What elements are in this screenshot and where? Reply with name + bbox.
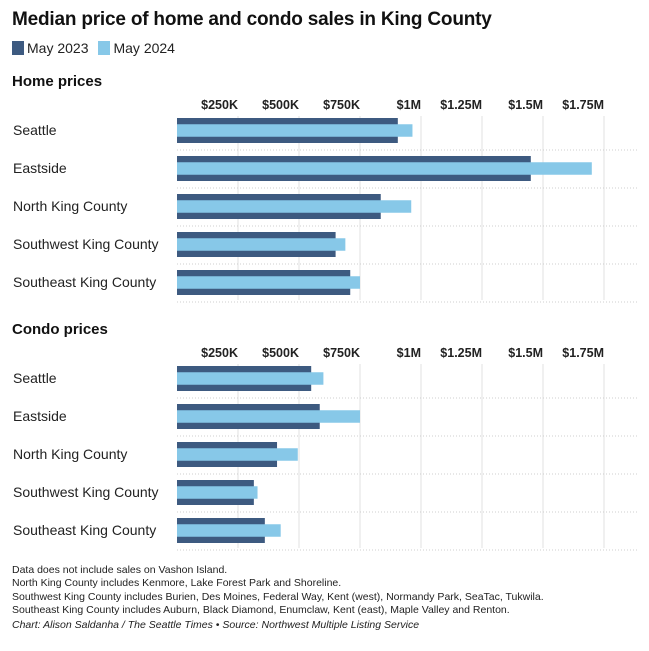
- bar-2024-southwest-king-county: [177, 486, 258, 499]
- tick-label--250k: $250K: [201, 346, 238, 360]
- legend-swatch-2023: [12, 41, 24, 55]
- home-prices-title: Home prices: [12, 73, 103, 90]
- tick-label--750k: $750K: [323, 98, 360, 112]
- tick-label--500k: $500K: [262, 98, 299, 112]
- category-label-southeast-king-county: Southeast King County: [13, 274, 156, 290]
- bar-2024-north-king-county: [177, 200, 412, 213]
- footnote-north: North King County includes Kenmore, Lake…: [12, 577, 342, 590]
- category-label-north-king-county: North King County: [13, 446, 127, 462]
- tick-label--1-75m: $1.75M: [562, 346, 604, 360]
- bar-2024-eastside: [177, 410, 360, 423]
- tick-label--250k: $250K: [201, 98, 238, 112]
- legend: May 2023 May 2024: [12, 40, 185, 56]
- bar-2024-eastside: [177, 162, 592, 175]
- bar-2024-north-king-county: [177, 448, 298, 461]
- legend-swatch-2024: [98, 41, 111, 55]
- chart-credit: Chart: Alison Saldanha / The Seattle Tim…: [12, 618, 420, 631]
- tick-label--1-25m: $1.25M: [440, 346, 482, 360]
- legend-label-2023: May 2023: [27, 40, 89, 56]
- legend-label-2024: May 2024: [113, 40, 175, 56]
- category-label-seattle: Seattle: [13, 122, 57, 138]
- tick-label--1m: $1M: [397, 346, 421, 360]
- tick-label--1m: $1M: [397, 98, 421, 112]
- bar-2024-seattle: [177, 372, 324, 385]
- category-label-southwest-king-county: Southwest King County: [13, 236, 159, 252]
- category-label-southwest-king-county: Southwest King County: [13, 484, 159, 500]
- footnote-southwest: Southwest King County includes Burien, D…: [12, 590, 544, 603]
- home-prices-chart: $250K $500K $750K $1M $1.25M $1.5M $1.75M Seatt…: [13, 98, 638, 303]
- category-label-seattle: Seattle: [13, 370, 57, 386]
- tick-label--1-75m: $1.75M: [562, 98, 604, 112]
- footnotes: Data does not include sales on Vashon Is…: [12, 564, 544, 632]
- bar-2024-seattle: [177, 124, 413, 137]
- bar-2024-southwest-king-county: [177, 238, 346, 251]
- category-label-eastside: Eastside: [13, 408, 67, 424]
- tick-label--1-5m: $1.5M: [508, 98, 543, 112]
- condo-prices-chart: $250K $500K $750K $1M $1.25M $1.5M $1.75M Seatt…: [13, 346, 638, 551]
- tick-label--500k: $500K: [262, 346, 299, 360]
- tick-label--1-5m: $1.5M: [508, 346, 543, 360]
- condo-prices-title: Condo prices: [12, 321, 108, 338]
- footnote-vashon: Data does not include sales on Vashon Is…: [12, 564, 228, 576]
- category-label-eastside: Eastside: [13, 160, 67, 176]
- legend-item-2024: May 2024: [98, 40, 175, 56]
- footnote-southeast: Southeast King County includes Auburn, B…: [12, 604, 510, 617]
- bar-2024-southeast-king-county: [177, 276, 360, 289]
- chart-title: Median price of home and condo sales in …: [12, 9, 492, 30]
- category-label-north-king-county: North King County: [13, 198, 127, 214]
- tick-label--1-25m: $1.25M: [440, 98, 482, 112]
- category-label-southeast-king-county: Southeast King County: [13, 522, 156, 538]
- tick-label--750k: $750K: [323, 346, 360, 360]
- bar-2024-southeast-king-county: [177, 524, 281, 537]
- legend-item-2023: May 2023: [12, 40, 88, 56]
